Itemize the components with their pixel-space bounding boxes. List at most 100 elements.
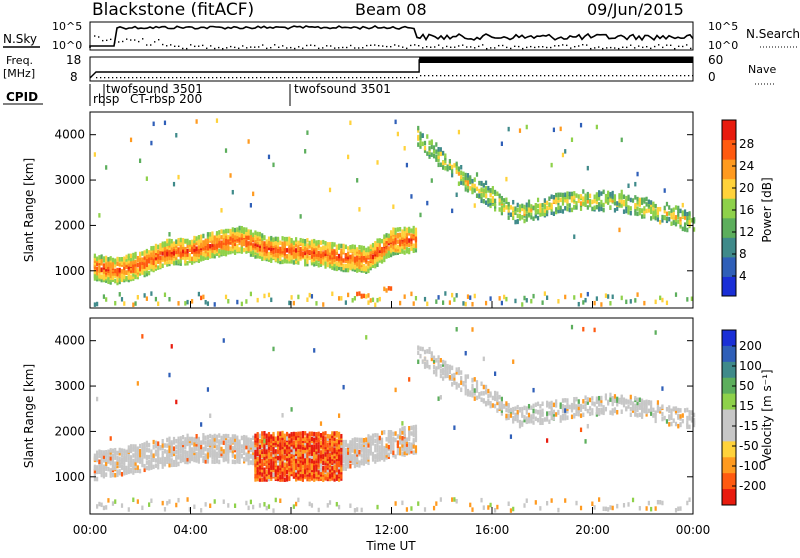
nsearch-point [226, 47, 227, 48]
velocity-cell [223, 455, 225, 460]
velocity-cell [589, 411, 591, 416]
velocity-cell [252, 505, 254, 510]
nave-point [588, 75, 589, 76]
velocity-cell [205, 440, 207, 445]
velocity-cell [311, 459, 313, 464]
velocity-cell [159, 457, 161, 462]
velocity-cell [575, 412, 577, 417]
power-cell [447, 164, 449, 169]
power-cell [546, 206, 548, 211]
power-cell [449, 300, 451, 305]
power-cell [363, 264, 365, 269]
power-cell [345, 264, 347, 269]
power-cell [609, 205, 611, 210]
power-cell [437, 163, 439, 168]
velocity-cell [526, 406, 528, 411]
power-cell [578, 302, 580, 307]
velocity-cell [623, 503, 625, 508]
nave-point [364, 77, 365, 78]
nave-point [204, 77, 205, 78]
power-cell [560, 127, 562, 132]
power-cell [347, 155, 349, 160]
power-cell [460, 175, 462, 180]
velocity-cell [474, 377, 476, 382]
velocity-cell [184, 437, 186, 442]
power-cell [229, 246, 231, 251]
power-cell [343, 258, 345, 263]
power-cell [304, 239, 306, 244]
nsearch-point [150, 44, 151, 45]
velocity-cell [137, 499, 139, 504]
nsearch-point [258, 46, 259, 47]
velocity-cell [250, 460, 252, 465]
velocity-cell [191, 447, 193, 452]
velocity-cell [480, 397, 482, 402]
power-cell [320, 240, 322, 245]
power-cell [566, 199, 568, 204]
nave-point [656, 75, 657, 76]
velocity-cell [261, 435, 263, 440]
velocity-cell [376, 438, 378, 443]
power-cell [458, 166, 460, 171]
power-cell [96, 275, 98, 280]
nsearch-point [318, 48, 319, 49]
power-cell [180, 238, 182, 243]
nsearch-point [358, 47, 359, 48]
nsearch-point [310, 44, 311, 45]
velocity-cell [526, 410, 528, 415]
nave-point [164, 77, 165, 78]
velocity-cell [311, 432, 313, 437]
power-cell [451, 209, 453, 214]
power-cell [462, 301, 464, 306]
power-cell [397, 132, 399, 137]
velocity-cell [494, 508, 496, 512]
power-cell [284, 237, 286, 242]
velocity-cell [575, 501, 577, 506]
velocity-cell [661, 386, 663, 391]
velocity-cell [433, 356, 435, 361]
velocity-cell [343, 440, 345, 445]
power-cell [582, 189, 584, 194]
velocity-cell [121, 457, 123, 462]
velocity-cell [648, 409, 650, 414]
power-cell [623, 209, 625, 214]
velocity-cell [630, 399, 632, 404]
nsearch-point [234, 47, 235, 48]
velocity-cell [234, 460, 236, 465]
velocity-cell [578, 399, 580, 404]
power-cell [112, 258, 114, 263]
velocity-cell [171, 450, 173, 455]
power-cell [225, 229, 227, 234]
power-cell [336, 261, 338, 266]
power-cell [236, 244, 238, 249]
velocity-cell [634, 412, 636, 417]
power-cell [616, 206, 618, 211]
nave-point [200, 77, 201, 78]
power-cell [173, 241, 175, 246]
velocity-cell [173, 460, 175, 465]
power-data-cells [94, 118, 695, 307]
power-cell [379, 238, 381, 243]
velocity-cell [286, 475, 288, 480]
nsearch-point [646, 46, 647, 47]
power-ylabel: Slant Range [km] [22, 158, 36, 262]
velocity-cell [284, 477, 286, 482]
velocity-cell [306, 477, 308, 482]
power-cell [485, 181, 487, 186]
velocity-cell [379, 436, 381, 441]
power-cell [333, 242, 335, 247]
power-cell [338, 254, 340, 259]
velocity-cell [223, 499, 225, 504]
power-cell [125, 270, 127, 275]
nave-point [136, 77, 137, 78]
velocity-cell [485, 389, 487, 394]
velocity-cell [286, 436, 288, 441]
power-cell [573, 195, 575, 200]
power-cell [664, 215, 666, 220]
nsearch-point [574, 46, 575, 47]
velocity-cell [643, 408, 645, 413]
velocity-cell [609, 397, 611, 402]
velocity-cell [501, 397, 503, 402]
velocity-cell [404, 426, 406, 431]
nsearch-point [330, 45, 331, 46]
